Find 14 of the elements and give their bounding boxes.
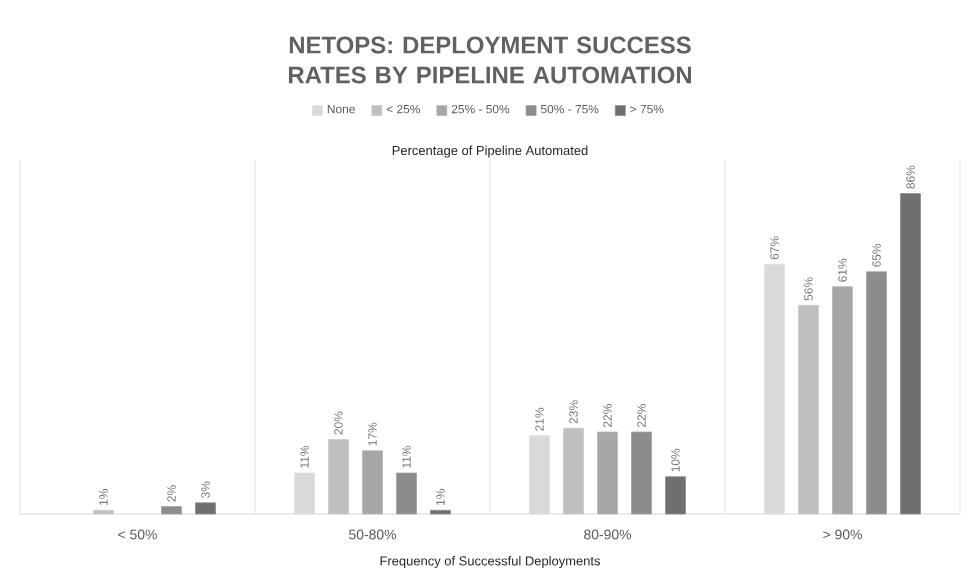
bar: [396, 472, 417, 515]
bar: [597, 431, 618, 515]
bar: [294, 472, 315, 515]
bar: [866, 271, 887, 515]
bar: [665, 476, 686, 515]
bar: [529, 435, 550, 515]
chart-title: NETOPS: DEPLOYMENT SUCCESS RATES BY PIPELINE AUTOMATION: [289, 36, 691, 84]
bar: [900, 193, 921, 515]
bar: [195, 502, 216, 515]
bar: [764, 263, 785, 515]
bar: [362, 450, 383, 515]
bar: [161, 506, 182, 515]
bar: [631, 431, 652, 515]
bar: [832, 286, 853, 515]
